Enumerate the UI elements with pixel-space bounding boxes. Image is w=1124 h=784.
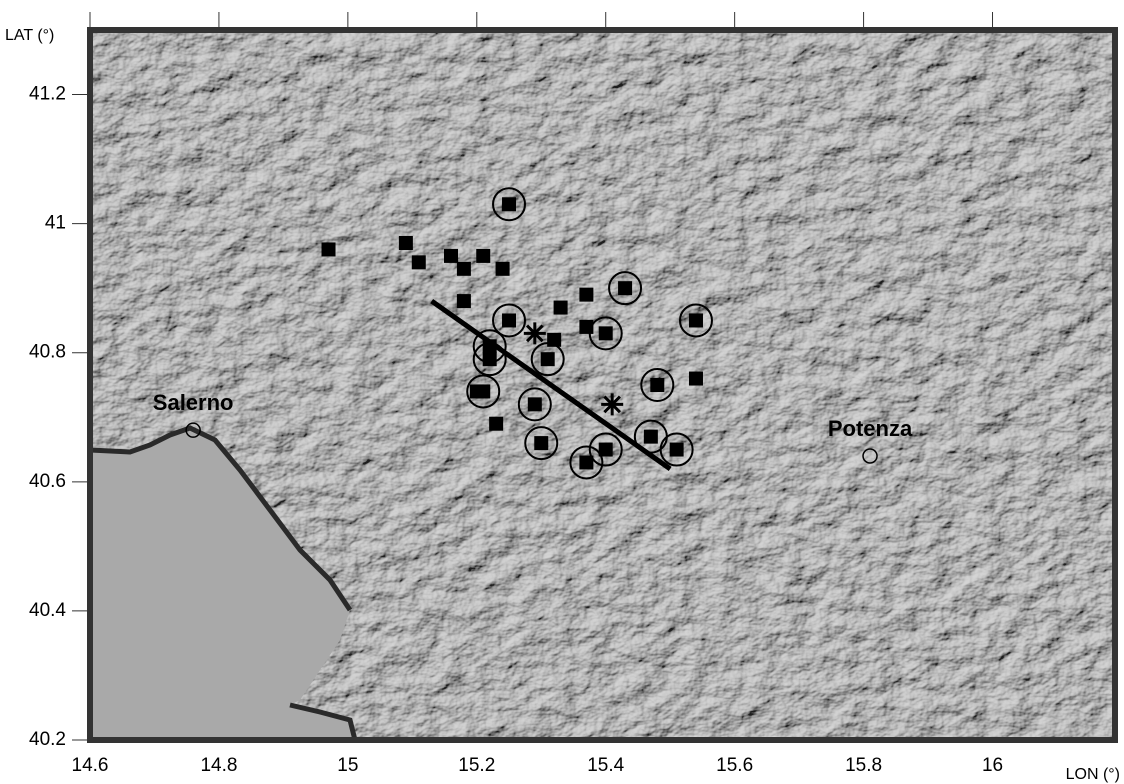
x-axis-label: LON (°) — [1066, 766, 1120, 783]
y-tick-label: 40.6 — [29, 471, 66, 492]
square — [541, 352, 555, 366]
square-marker — [689, 372, 703, 386]
terrain — [90, 30, 1115, 740]
x-tick-label: 16 — [982, 755, 1003, 776]
square — [689, 372, 703, 386]
y-tick-label: 40.2 — [29, 729, 66, 750]
x-tick-label: 15.2 — [458, 755, 495, 776]
square — [502, 197, 516, 211]
square — [444, 249, 458, 263]
square — [496, 262, 510, 276]
y-axis-label: LAT (°) — [5, 27, 54, 44]
square — [579, 288, 593, 302]
square — [650, 378, 664, 392]
square-marker — [489, 417, 503, 431]
square — [483, 352, 497, 366]
square — [489, 417, 503, 431]
square-marker — [412, 255, 426, 269]
city-label: Potenza — [828, 416, 913, 441]
city-label: Salerno — [153, 390, 234, 415]
square-marker — [457, 262, 471, 276]
y-tick-label: 41 — [45, 213, 66, 234]
star-marker — [601, 393, 623, 415]
square-marker — [399, 236, 413, 250]
y-tick-label: 40.8 — [29, 342, 66, 363]
y-tick-label: 40.4 — [29, 600, 66, 621]
y-tick-label: 41.2 — [29, 84, 66, 105]
x-tick-label: 15 — [337, 755, 358, 776]
square — [502, 313, 516, 327]
square-marker — [322, 242, 336, 256]
map: LAT (°) LON (°) 14.6 14.8 15 15.2 15.4 15.6 15… — [0, 0, 1124, 784]
square — [412, 255, 426, 269]
square — [322, 242, 336, 256]
square — [579, 455, 593, 469]
square — [399, 236, 413, 250]
square-marker — [554, 301, 568, 315]
star-marker — [524, 322, 546, 344]
square-marker — [579, 288, 593, 302]
x-tick-label: 15.8 — [845, 755, 882, 776]
square — [457, 294, 471, 308]
x-tick-label: 14.6 — [72, 755, 109, 776]
square — [476, 249, 490, 263]
square — [528, 397, 542, 411]
square — [476, 384, 490, 398]
square — [644, 430, 658, 444]
square — [618, 281, 632, 295]
x-tick-label: 15.4 — [587, 755, 624, 776]
square-marker — [476, 249, 490, 263]
square-marker — [496, 262, 510, 276]
square — [689, 313, 703, 327]
square — [670, 443, 684, 457]
square — [554, 301, 568, 315]
square — [457, 262, 471, 276]
x-tick-label: 15.6 — [716, 755, 753, 776]
square — [534, 436, 548, 450]
square — [599, 326, 613, 340]
x-tick-label: 14.8 — [200, 755, 237, 776]
square-marker — [444, 249, 458, 263]
square-marker — [457, 294, 471, 308]
